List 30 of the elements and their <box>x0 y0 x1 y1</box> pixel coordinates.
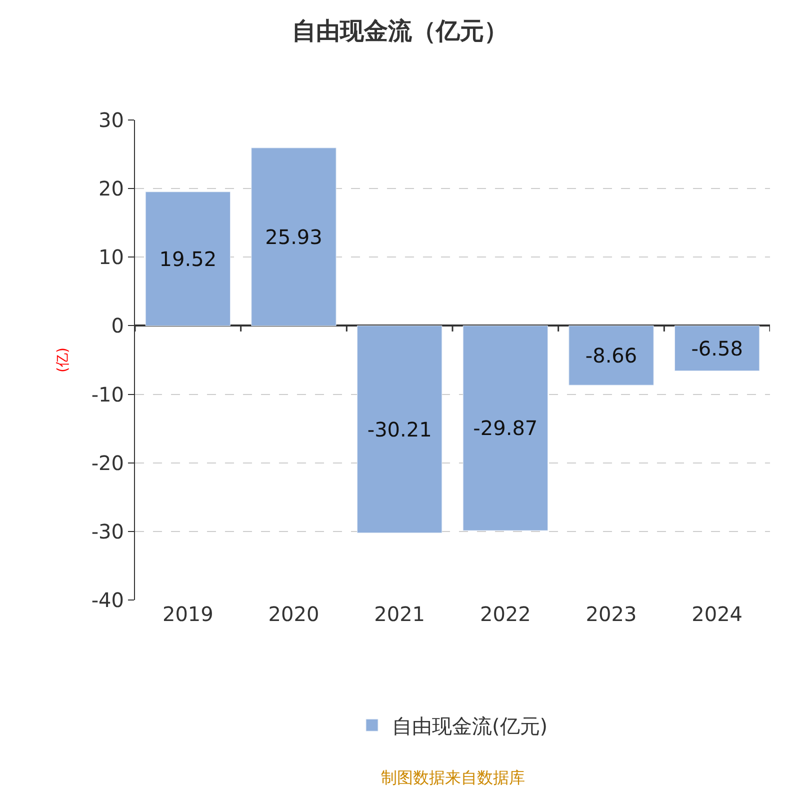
data-label: -30.21 <box>367 417 432 442</box>
bar <box>568 325 654 386</box>
x-tick-label: 2023 <box>586 602 637 626</box>
chart-title: 自由现金流（亿元） <box>292 17 508 46</box>
legend-label: 自由现金流(亿元) <box>392 714 548 738</box>
x-tick-label: 2024 <box>692 602 743 626</box>
text: 制图数据来自数据库 <box>381 768 525 787</box>
data-label: 19.52 <box>159 246 217 271</box>
y-tick-label: -10 <box>91 382 124 406</box>
y-tick-label: 0 <box>111 314 124 338</box>
bar <box>674 325 760 372</box>
y-tick-label: 20 <box>98 176 124 201</box>
y-tick-label: -30 <box>91 519 124 544</box>
bar <box>357 325 442 534</box>
data-label: -8.66 <box>585 343 638 368</box>
data-label: -6.58 <box>691 336 743 360</box>
data-label: 25.93 <box>265 224 322 249</box>
y-axis-title: (亿) <box>54 348 71 372</box>
bar <box>251 148 336 326</box>
x-tick-label: 2021 <box>374 602 426 626</box>
bar <box>462 325 548 531</box>
x-tick-label: 2022 <box>480 602 531 626</box>
y-tick-label: 10 <box>98 245 124 270</box>
y-tick-label: -40 <box>91 588 124 612</box>
bar <box>145 192 230 326</box>
x-tick-label: 2020 <box>268 602 320 626</box>
x-tick-label: 2019 <box>162 602 214 626</box>
y-tick-label: -20 <box>91 450 124 475</box>
data-label: -29.87 <box>473 416 538 440</box>
y-tick-label: 30 <box>98 108 124 132</box>
